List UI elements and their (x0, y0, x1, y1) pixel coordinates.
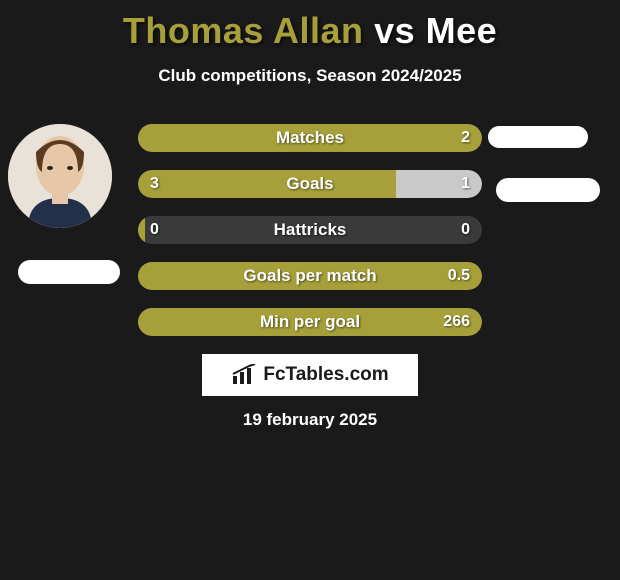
player2-name-pill-1 (488, 126, 588, 148)
bar-label: Goals (138, 170, 482, 198)
player1-name: Thomas Allan (123, 10, 364, 51)
vs-label: vs (374, 10, 415, 51)
brand-box: FcTables.com (202, 354, 418, 396)
stat-bar-row: 266Min per goal (138, 308, 482, 336)
bar-label: Min per goal (138, 308, 482, 336)
bar-label: Goals per match (138, 262, 482, 290)
player1-avatar (8, 124, 112, 228)
chart-icon (231, 364, 257, 386)
date-label: 19 february 2025 (0, 410, 620, 430)
comparison-title: Thomas Allan vs Mee (0, 0, 620, 52)
stat-bars: 2Matches 31Goals 00Hattricks 0.5Goals per m… (138, 124, 482, 354)
player1-name-pill (18, 260, 120, 284)
player2-name-pill-2 (496, 178, 600, 202)
stat-bar-row: 31Goals (138, 170, 482, 198)
stat-bar-row: 00Hattricks (138, 216, 482, 244)
brand-text: FcTables.com (263, 364, 388, 386)
player2-name: Mee (426, 10, 498, 51)
stat-bar-row: 0.5Goals per match (138, 262, 482, 290)
bar-label: Matches (138, 124, 482, 152)
stat-bar-row: 2Matches (138, 124, 482, 152)
subtitle: Club competitions, Season 2024/2025 (0, 66, 620, 86)
bar-label: Hattricks (138, 216, 482, 244)
